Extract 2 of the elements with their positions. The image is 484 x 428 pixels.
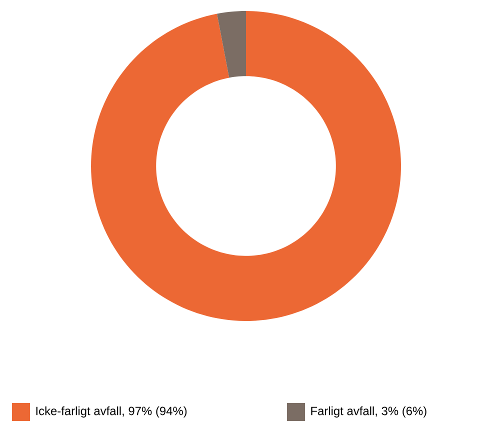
legend-label: Farligt avfall, 3% (6%) (311, 406, 426, 418)
legend-label: Icke-farligt avfall, 97% (94%) (36, 406, 187, 418)
